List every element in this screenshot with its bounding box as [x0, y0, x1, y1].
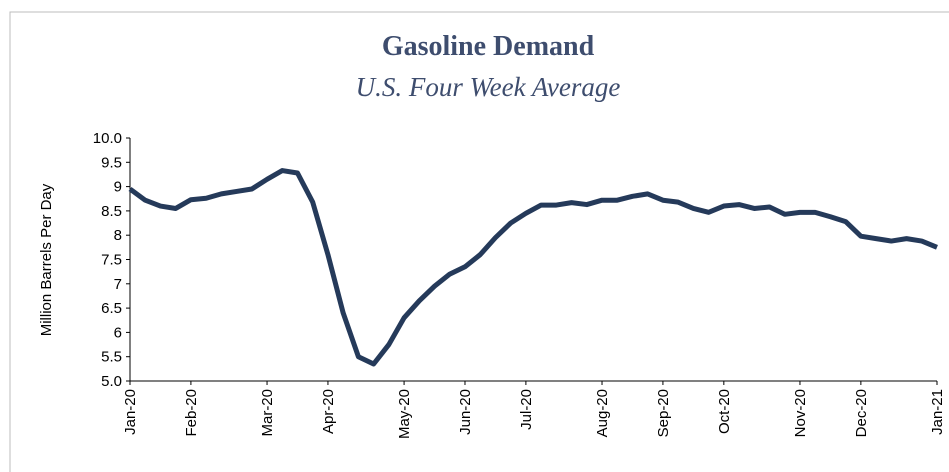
y-tick-label: 6.5 — [101, 300, 122, 317]
x-tick-label: Sep-20 — [655, 389, 672, 437]
y-tick-label: 7.5 — [101, 252, 122, 269]
x-tick-label: May-20 — [396, 389, 413, 439]
x-tick-label: Jul-20 — [518, 389, 535, 430]
y-tick-label: 5.0 — [101, 373, 122, 390]
x-tick-label: Dec-20 — [853, 389, 870, 437]
y-tick-label: 7 — [114, 276, 122, 293]
y-tick-label: 8.5 — [101, 203, 122, 220]
y-tick-label: 9 — [114, 179, 122, 196]
y-tick-label: 9.5 — [101, 154, 122, 171]
x-tick-label: Aug-20 — [594, 389, 611, 437]
y-tick-label: 10.0 — [93, 130, 122, 147]
x-tick-label: Nov-20 — [792, 389, 809, 437]
x-tick-label: Jan-21 — [929, 389, 946, 435]
x-tick-label: Apr-20 — [320, 389, 337, 434]
y-tick-label: 8 — [114, 227, 122, 244]
x-tick-label: Oct-20 — [716, 389, 733, 434]
x-tick-label: Jun-20 — [457, 389, 474, 435]
y-tick-label: 5.5 — [101, 349, 122, 366]
x-tick-label: Jan-20 — [122, 389, 139, 435]
y-axis-label: Million Barrels Per Day — [38, 183, 55, 336]
chart-subtitle: U.S. Four Week Average — [356, 72, 621, 102]
x-tick-label: Mar-20 — [259, 389, 276, 437]
chart-title: Gasoline Demand — [382, 31, 595, 62]
x-tick-label: Feb-20 — [183, 389, 200, 437]
y-tick-label: 6 — [114, 324, 122, 341]
frame — [9, 11, 949, 472]
data-line — [128, 168, 938, 367]
